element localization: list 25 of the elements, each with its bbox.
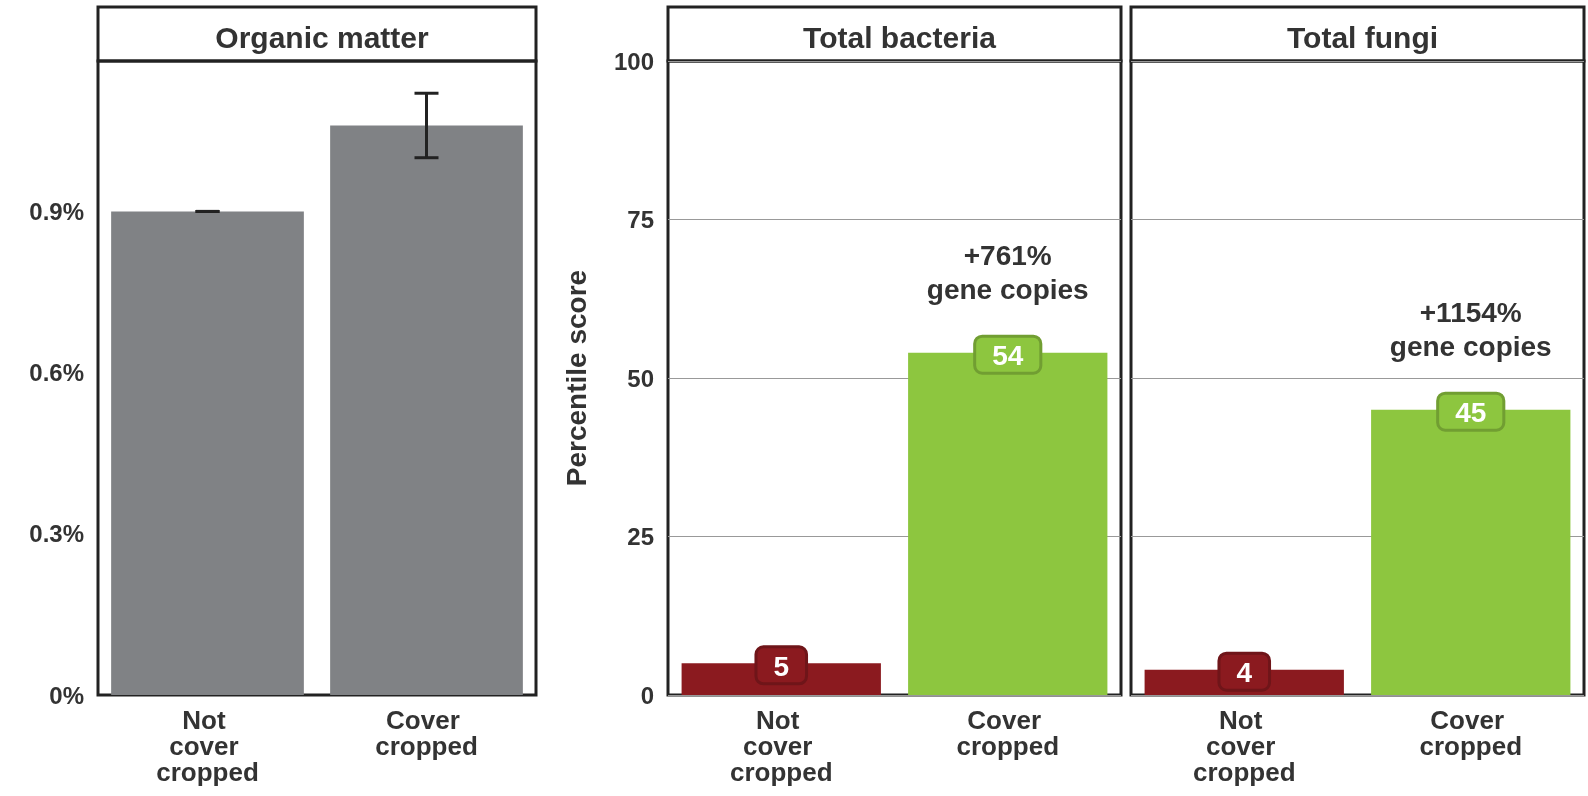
x-tick-label: Not cover cropped bbox=[156, 705, 259, 787]
x-tick-label: Cover cropped bbox=[375, 705, 478, 761]
y-axis-title: Percentile score bbox=[560, 269, 592, 487]
data-label: 54 bbox=[992, 340, 1024, 372]
x-tick-label: Cover cropped bbox=[1419, 705, 1523, 761]
y-tick-label: 100 bbox=[613, 47, 654, 75]
y-tick-label: 0% bbox=[49, 681, 84, 709]
y-tick-label: 0.6% bbox=[29, 359, 84, 387]
y-tick-label: 75 bbox=[627, 206, 654, 233]
chart-title: Total fungi bbox=[1286, 20, 1439, 54]
chart-title: Organic matter bbox=[215, 20, 430, 54]
y-tick-label: 0 bbox=[640, 681, 654, 709]
data-label: 45 bbox=[1455, 397, 1487, 429]
annotation: +761% gene copies bbox=[926, 240, 1089, 306]
x-tick-label: Not cover cropped bbox=[1192, 705, 1296, 787]
annotation: +1154% gene copies bbox=[1389, 297, 1552, 363]
data-label: 4 bbox=[1236, 657, 1253, 689]
y-tick-label: 0.3% bbox=[29, 520, 84, 548]
y-tick-label: 50 bbox=[627, 364, 654, 392]
y-tick-label: 25 bbox=[627, 523, 654, 550]
x-tick-label: Not cover cropped bbox=[729, 705, 833, 787]
y-tick-label: 0.9% bbox=[29, 197, 84, 225]
x-tick-label: Cover cropped bbox=[956, 705, 1060, 761]
chart-title: Total bacteria bbox=[803, 20, 997, 54]
data-label: 5 bbox=[773, 650, 790, 682]
